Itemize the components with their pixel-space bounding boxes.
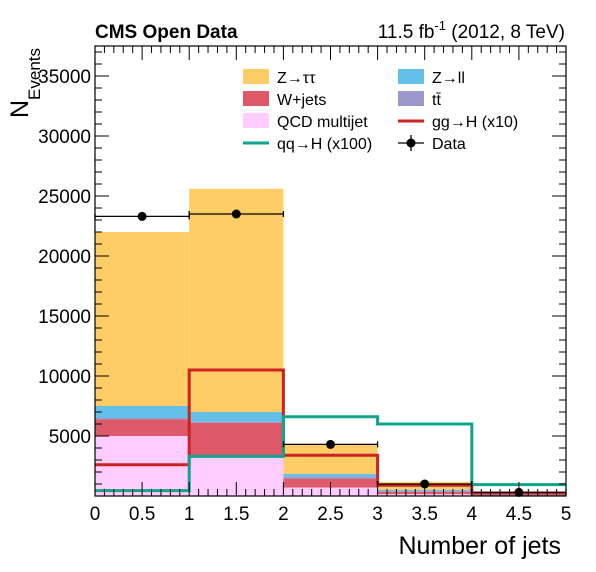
header-luminosity-label: 11.5 fb-1 (2012, 8 TeV) <box>378 18 565 43</box>
y-tick-label-0: 5000 <box>49 427 91 448</box>
bar-w-jets-bin-0 <box>95 419 190 436</box>
legend-swatch-1 <box>398 69 424 84</box>
bar-z-ll-bin-2 <box>283 473 378 477</box>
stack-z <box>95 188 566 495</box>
legend-label-5: gg→H (x10) <box>432 114 518 131</box>
legend-entry-z-ll: Z→ll <box>398 69 465 87</box>
data-point-0 <box>137 211 147 221</box>
legend-label-1: Z→ll <box>432 70 465 87</box>
legend-swatch-0 <box>243 69 269 84</box>
x-tick-label-3: 1.5 <box>223 504 249 525</box>
legend-label-3: tt̄ <box>432 92 441 109</box>
bar-z-bin-0 <box>95 232 190 406</box>
legend-label-0: Z→ττ <box>277 70 316 87</box>
y-tick-label-6: 35000 <box>38 67 91 88</box>
bar-z-bin-1 <box>189 188 284 412</box>
legend-swatch-2 <box>243 91 269 106</box>
data-point-2 <box>326 439 335 449</box>
legend-label-4: QCD multijet <box>277 114 368 131</box>
legend-entry-w-jets: W+jets <box>243 91 326 109</box>
legend-entry-qcd-multijet: QCD multijet <box>243 113 368 131</box>
bar-tt-bin-1 <box>189 421 284 423</box>
data-point-1 <box>231 209 241 219</box>
x-tick-label-2: 1 <box>184 504 195 525</box>
legend-label-2: W+jets <box>277 92 326 109</box>
legend-label-6: qq→H (x100) <box>277 136 372 153</box>
legend-entry-tt: tt̄ <box>398 91 441 109</box>
legend-entry-data: Data <box>398 135 466 153</box>
legend-label-7: Data <box>432 136 466 153</box>
y-tick-label-1: 10000 <box>38 367 91 388</box>
x-tick-label-6: 3 <box>372 504 383 525</box>
x-tick-label-9: 4.5 <box>506 504 532 525</box>
y-tick-label-4: 25000 <box>38 187 91 208</box>
bar-z-ll-bin-0 <box>95 406 190 418</box>
legend-swatch-marker-7 <box>406 138 416 148</box>
legend-swatch-4 <box>243 113 269 128</box>
legend: Z→ττ Z→ll W+jets tt̄ QCD multijet gg→H (x10) q… <box>243 69 518 153</box>
legend-entry-gg-h-x10: gg→H (x10) <box>398 114 518 131</box>
bar-w-jets-bin-1 <box>189 422 284 456</box>
x-axis-title: Number of jets <box>398 532 561 560</box>
axes: 0 0.5 1 1.5 2 2.5 3 3.5 4 4.5 5 5000 10000 15000 20000… <box>38 45 572 525</box>
y-tick-label-2: 15000 <box>38 307 91 328</box>
plot-area <box>94 188 567 497</box>
legend-entry-qq-h-x100: qq→H (x100) <box>243 136 372 153</box>
bar-tt-bin-0 <box>95 418 190 420</box>
x-tick-label-1: 0.5 <box>129 504 155 525</box>
header-experiment-label: CMS Open Data <box>95 22 238 43</box>
y-tick-label-5: 30000 <box>38 127 91 148</box>
x-tick-label-5: 2.5 <box>317 504 343 525</box>
x-tick-label-4: 2 <box>278 504 289 525</box>
legend-swatch-3 <box>398 91 424 106</box>
y-axis-title: NEvents <box>6 48 44 118</box>
x-tick-label-0: 0 <box>90 504 101 525</box>
x-tick-label-8: 4 <box>467 504 478 525</box>
bar-z-ll-bin-1 <box>189 412 284 422</box>
legend-entry-z: Z→ττ <box>243 69 316 87</box>
bar-tt-bin-2 <box>283 476 378 479</box>
x-tick-label-10: 5 <box>561 504 572 525</box>
y-tick-label-3: 20000 <box>38 247 91 268</box>
line-qq-h-x100 <box>95 415 566 493</box>
x-tick-label-7: 3.5 <box>411 504 437 525</box>
